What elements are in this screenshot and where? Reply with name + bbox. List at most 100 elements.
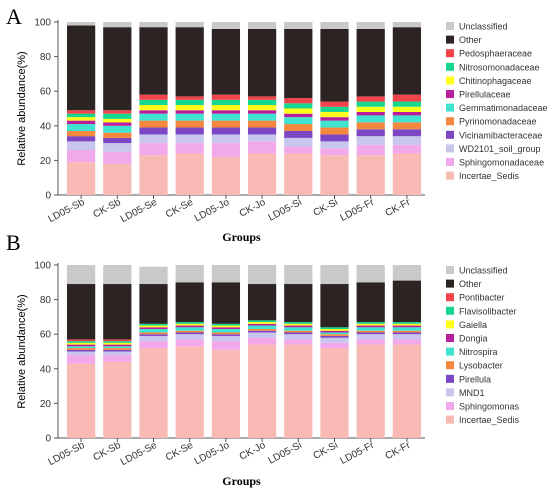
legend-swatch — [446, 22, 454, 30]
legend-label: Incertae_Sedis — [459, 171, 520, 181]
bar-segment-gaiella — [247, 322, 277, 324]
bar-segment-unclassified — [211, 22, 241, 29]
x-tick-label: CK-Si — [312, 440, 340, 462]
x-tick-label: LD05-Jo — [193, 197, 232, 225]
bar-segment-unclassified — [175, 265, 204, 283]
bar-segment-other — [211, 28, 241, 95]
bar-segment-mnd1 — [247, 332, 277, 338]
y-tick-label: 20 — [40, 156, 52, 167]
panel-a: A 0 20 40 60 80 100 Relative abundance(%) LD05-S… — [6, 4, 548, 244]
y-tick-label: 80 — [40, 52, 52, 63]
x-tick-label: LD05-Fr — [339, 440, 377, 467]
bar-segment-flavisolibacter — [175, 322, 204, 324]
bar-segment-nitrospira — [320, 332, 349, 335]
bar-segment-other — [211, 282, 241, 324]
bar-segment-pyrinomonadaceae — [139, 120, 168, 128]
bar-segment-wd2101-soil-group — [139, 134, 168, 144]
bar-segment-wd2101-soil-group — [66, 141, 96, 151]
bar-segment-incertae-sedis — [284, 344, 313, 438]
bar-segment-unclassified — [392, 22, 422, 28]
bar-segment-mnd1 — [103, 351, 132, 355]
bar-segment-unclassified — [66, 265, 96, 285]
bar-segment-gemmatimonadaceae — [103, 125, 132, 133]
bar-segment-dongia — [175, 325, 204, 328]
bar-segment-other — [356, 282, 385, 323]
bar-segment-wd2101-soil-group — [356, 136, 385, 145]
bar-segment-vicinamibacteraceae — [356, 129, 385, 137]
bar-segment-dongia — [320, 330, 349, 333]
bar-segment-unclassified — [356, 22, 385, 29]
bar-segment-nitrospira — [356, 327, 385, 331]
bar-segment-nitrosomonadaceae — [320, 106, 349, 112]
bar-segment-unclassified — [175, 22, 204, 28]
legend-label: Unclassified — [459, 266, 508, 276]
bar-segment-lysobacter — [247, 329, 277, 331]
bar-segment-mnd1 — [284, 334, 313, 340]
bar-segment-sphingomonas — [247, 337, 277, 345]
bar-segment-unclassified — [139, 266, 168, 285]
x-tick-label: CK-Jo — [238, 440, 268, 463]
legend-swatch — [446, 130, 454, 139]
bar-segment-sphingomonadaceae — [211, 143, 241, 157]
bar-segment-pirellulaceae — [356, 111, 385, 116]
bar-segment-other — [284, 284, 313, 323]
y-tick-label: 60 — [40, 87, 52, 98]
legend-label: MND1 — [459, 388, 485, 398]
bar-segment-pirellula — [66, 349, 96, 352]
bar-segment-pirellula — [247, 330, 277, 333]
bar-segment-wd2101-soil-group — [247, 134, 277, 142]
bar-segment-vicinamibacteraceae — [392, 129, 422, 137]
bar-segment-pyrinomonadaceae — [211, 120, 241, 128]
bar-segment-pedosphaeraceae — [175, 96, 204, 100]
bar-segment-lysobacter — [103, 348, 132, 350]
bar-segment-other — [320, 284, 349, 328]
legend-label: Pirellula — [459, 374, 491, 384]
x-tick-label: LD05-Sb — [46, 197, 86, 225]
bar-segment-pirellulaceae — [320, 117, 349, 121]
bar-segment-nitrosomonadaceae — [103, 113, 132, 119]
y-tick-label: 80 — [40, 295, 52, 306]
legend-swatch — [446, 361, 454, 370]
bar-segment-incertae-sedis — [356, 155, 385, 195]
bar-segment-gaiella — [175, 323, 204, 326]
panel-b: B 0 20 40 60 80 100 Relative abundance(%) LD05-S… — [6, 230, 520, 488]
y-axis-label: Relative abundance(%) — [16, 294, 28, 408]
bar-segment-incertae-sedis — [103, 361, 132, 438]
bar-segment-nitrospira — [247, 325, 277, 330]
bar-segment-other — [175, 282, 204, 323]
x-tick-label: CK-Se — [164, 197, 196, 221]
y-tick-label: 100 — [34, 261, 51, 272]
bar-segment-unclassified — [320, 22, 349, 29]
bar-segment-incertae-sedis — [103, 163, 132, 195]
bar-segment-mnd1 — [175, 334, 204, 340]
bar-segment-flavisolibacter — [320, 327, 349, 330]
bar-segment-sphingomonas — [103, 354, 132, 362]
bar-segment-chitinophagaceae — [320, 111, 349, 118]
bar-segment-sphingomonas — [356, 339, 385, 345]
bar-segment-unclassified — [139, 22, 168, 28]
bar-segment-gaiella — [139, 325, 168, 328]
bar-segment-sphingomonadaceae — [392, 144, 422, 154]
bar-segment-pirellula — [356, 332, 385, 335]
bar-segment-pirellula — [211, 334, 241, 336]
bar-segment-pirellulaceae — [392, 111, 422, 116]
bar-segment-sphingomonas — [284, 339, 313, 345]
bar-segment-pirellulaceae — [103, 122, 132, 126]
bar-segment-wd2101-soil-group — [175, 134, 204, 144]
bar-segment-other — [284, 28, 313, 99]
legend-swatch — [446, 374, 454, 383]
bar-segment-pirellulaceae — [139, 110, 168, 114]
bar-segment-other — [247, 28, 277, 97]
legend-swatch — [446, 158, 454, 166]
bar-segment-flavisolibacter — [103, 341, 132, 343]
legend-swatch — [446, 293, 454, 302]
bar-segment-dongia — [103, 344, 132, 347]
legend-label: Other — [459, 279, 482, 289]
bar-segment-pyrinomonadaceae — [356, 122, 385, 130]
bar-segment-pirellula — [175, 332, 204, 335]
bar-segment-pirellula — [284, 332, 313, 335]
bar-segment-incertae-sedis — [320, 348, 349, 438]
bar-segment-other — [247, 284, 277, 321]
bar-segment-lysobacter — [66, 348, 96, 350]
x-tick-label: CK-Sb — [92, 440, 124, 464]
